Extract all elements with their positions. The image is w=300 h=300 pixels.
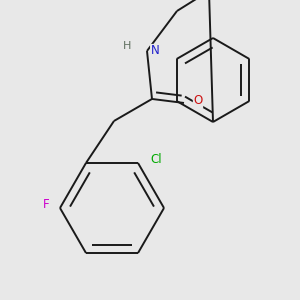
Text: N: N xyxy=(151,44,159,58)
Text: F: F xyxy=(43,199,49,212)
Text: O: O xyxy=(194,94,202,107)
Text: Cl: Cl xyxy=(150,154,162,166)
Text: H: H xyxy=(123,41,131,51)
